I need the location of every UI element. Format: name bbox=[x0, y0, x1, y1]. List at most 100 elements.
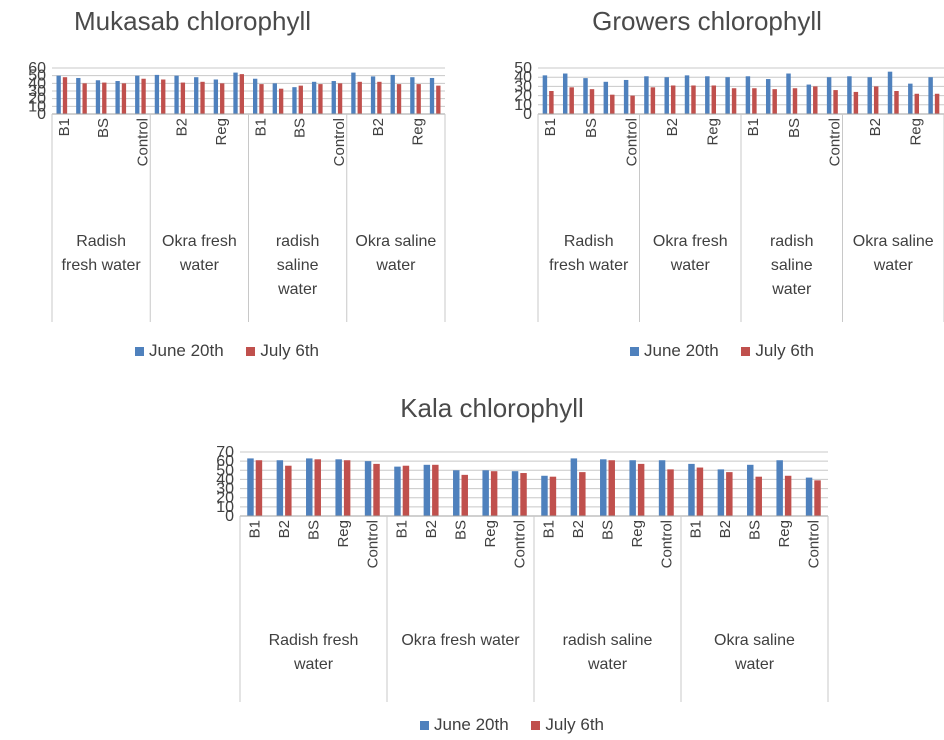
y-tick-label: 20 bbox=[28, 91, 46, 108]
bar-july bbox=[772, 89, 777, 114]
legend-swatch-june bbox=[420, 721, 429, 731]
legend-label-june: June 20th bbox=[149, 341, 224, 360]
legend-label-june: June 20th bbox=[644, 341, 719, 360]
x-tick-label: Control bbox=[623, 118, 640, 166]
y-tick-label: 10 bbox=[514, 97, 532, 114]
legend-swatch-july bbox=[246, 347, 256, 357]
bar-june bbox=[410, 77, 415, 114]
bar-july bbox=[520, 473, 527, 516]
group-label-line: water bbox=[375, 257, 416, 274]
bar-june bbox=[541, 475, 548, 516]
x-tick-label: Control bbox=[826, 118, 843, 166]
group-label: Okra saline water bbox=[853, 233, 934, 274]
legend-item-june: June 20th bbox=[630, 341, 719, 360]
y-tick-label: 40 bbox=[28, 75, 46, 92]
x-tick-label: Control bbox=[364, 520, 381, 568]
x-tick-label: B1 bbox=[56, 118, 73, 136]
y-tick-label: 60 bbox=[28, 60, 46, 77]
bar-june bbox=[717, 469, 725, 516]
legend-label-june: June 20th bbox=[434, 715, 509, 734]
x-tick-label: B2 bbox=[174, 118, 191, 136]
x-tick-label: Control bbox=[805, 520, 822, 568]
group-label-line: fresh water bbox=[549, 257, 629, 274]
group-label-line: saline bbox=[771, 257, 813, 274]
bar-july bbox=[285, 465, 292, 516]
bar-july bbox=[711, 85, 717, 114]
bar-july bbox=[402, 465, 410, 516]
x-tick-label: B1 bbox=[252, 118, 269, 136]
bar-july bbox=[396, 84, 402, 114]
bar-june bbox=[174, 75, 179, 114]
bar-july bbox=[200, 81, 205, 114]
bar-july bbox=[755, 476, 762, 516]
bar-july bbox=[853, 91, 859, 114]
x-tick-label: BS bbox=[306, 520, 323, 540]
group-label: Radish fresh water bbox=[62, 233, 142, 274]
bar-june bbox=[213, 79, 219, 114]
bar-july bbox=[314, 459, 321, 516]
bar-june bbox=[747, 464, 754, 516]
bar-july bbox=[62, 77, 68, 114]
x-tick-label: B1 bbox=[542, 118, 559, 136]
legend-swatch-july bbox=[741, 347, 751, 357]
mukasab-chart: Mukasab chlorophyll 0 10 20 30 40 50 60 B1 BS Con… bbox=[0, 0, 460, 370]
bar-june bbox=[867, 77, 872, 114]
bar-june bbox=[562, 73, 568, 114]
x-tick-label: Reg bbox=[908, 118, 925, 146]
bar-june bbox=[688, 463, 695, 516]
bar-june bbox=[482, 470, 489, 516]
bar-july bbox=[102, 82, 107, 114]
bar-july bbox=[373, 463, 380, 516]
group-label: Okra saline water bbox=[355, 233, 436, 274]
bar-june bbox=[570, 458, 578, 516]
bar-july bbox=[259, 84, 264, 114]
x-tick-label: B1 bbox=[541, 520, 558, 538]
bar-june bbox=[623, 79, 629, 114]
chart-legend: June 20th July 6th bbox=[630, 341, 832, 361]
chart-title: Mukasab chlorophyll bbox=[73, 6, 311, 36]
bar-june bbox=[292, 87, 297, 114]
legend-item-july: July 6th bbox=[246, 341, 319, 360]
bar-july bbox=[833, 90, 838, 114]
y-tick-label: 30 bbox=[216, 481, 234, 498]
bar-july bbox=[667, 469, 674, 516]
bar-june bbox=[542, 75, 548, 114]
bar-june bbox=[331, 81, 336, 114]
bar-july bbox=[670, 85, 676, 114]
bar-july bbox=[579, 472, 586, 516]
group-label: Radish fresh water bbox=[269, 632, 359, 673]
legend-label-july: July 6th bbox=[755, 341, 815, 360]
bar-june bbox=[664, 77, 669, 114]
x-tick-label: Control bbox=[658, 520, 675, 568]
y-tick-label: 40 bbox=[514, 69, 532, 86]
bar-july bbox=[490, 471, 498, 516]
kala-chart: Kala chlorophyll 0 10 20 30 40 50 60 70 B1 B2 BS Re… bbox=[0, 380, 944, 740]
bar-june bbox=[56, 75, 61, 114]
bar-june bbox=[908, 83, 913, 114]
bar-june bbox=[423, 464, 431, 516]
bar-june bbox=[765, 79, 771, 114]
bar-july bbox=[608, 460, 615, 516]
bar-june bbox=[311, 81, 317, 114]
bar-july bbox=[814, 480, 821, 516]
y-tick-label: 20 bbox=[514, 88, 532, 105]
y-tick-label: 40 bbox=[216, 471, 234, 488]
bar-june bbox=[826, 77, 832, 114]
bar-june bbox=[644, 76, 649, 114]
x-tick-label: Reg bbox=[629, 520, 646, 548]
bar-june bbox=[154, 74, 160, 114]
bar-july bbox=[549, 476, 557, 516]
y-tick-label: 30 bbox=[514, 78, 532, 95]
x-tick-label: Control bbox=[134, 118, 151, 166]
x-tick-label: BS bbox=[583, 118, 600, 138]
x-tick-label: B1 bbox=[688, 520, 705, 538]
bar-july bbox=[637, 463, 645, 516]
x-tick-label: Control bbox=[511, 520, 528, 568]
x-tick-label: B1 bbox=[247, 520, 264, 538]
bar-july bbox=[141, 78, 146, 114]
y-tick-label: 50 bbox=[216, 462, 234, 479]
x-tick-label: Reg bbox=[776, 520, 793, 548]
bar-june bbox=[725, 77, 730, 114]
bar-july bbox=[650, 87, 656, 114]
